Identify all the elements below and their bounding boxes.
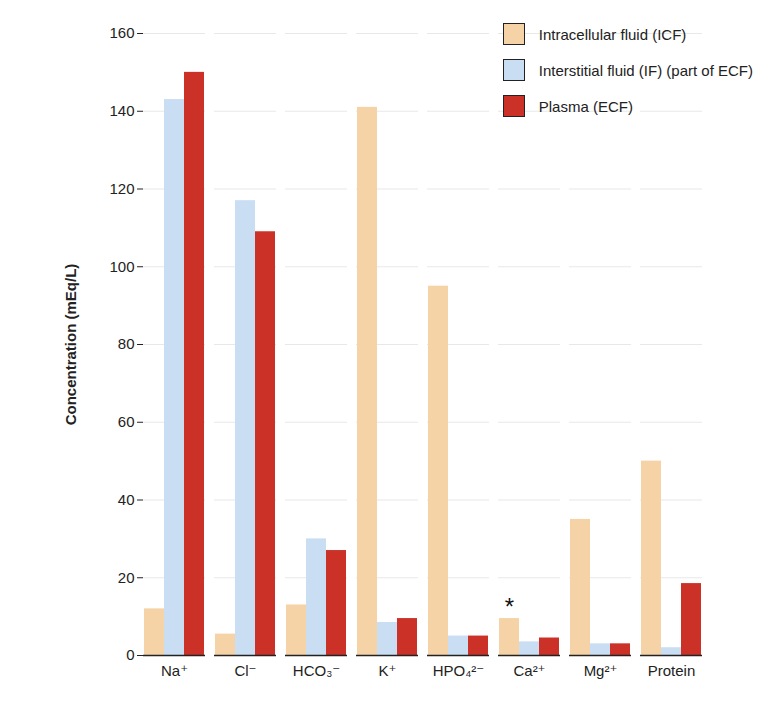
svg-text:60: 60 (118, 413, 135, 430)
svg-text:*: * (505, 593, 514, 620)
svg-text:40: 40 (118, 491, 135, 508)
svg-text:Cl⁻: Cl⁻ (234, 662, 256, 679)
svg-text:100: 100 (109, 258, 134, 275)
svg-text:Na⁺: Na⁺ (161, 662, 188, 679)
svg-text:Mg²⁺: Mg²⁺ (584, 662, 618, 679)
svg-text:140: 140 (109, 102, 134, 119)
svg-text:20: 20 (118, 569, 135, 586)
svg-text:160: 160 (109, 24, 134, 41)
svg-text:HCO₃⁻: HCO₃⁻ (293, 662, 340, 679)
html-text:Plasma (ECF): Plasma (ECF) (538, 97, 633, 115)
svg-text:K⁺: K⁺ (379, 662, 397, 679)
svg-text:0: 0 (126, 646, 134, 663)
svg-text:80: 80 (118, 335, 135, 352)
svg-text:Concentration (mEq/L): Concentration (mEq/L) (62, 264, 79, 426)
svg-text:120: 120 (109, 180, 134, 197)
html-text:Intracellular fluid (ICF): Intracellular fluid (ICF) (538, 25, 687, 43)
svg-text:Ca²⁺: Ca²⁺ (513, 662, 545, 679)
html-text:Interstitial fluid (IF) (part: Interstitial fluid (IF) (part of ECF) (538, 61, 753, 79)
svg-text:Protein: Protein (648, 662, 696, 679)
svg-text:HPO₄²⁻: HPO₄²⁻ (433, 662, 485, 679)
